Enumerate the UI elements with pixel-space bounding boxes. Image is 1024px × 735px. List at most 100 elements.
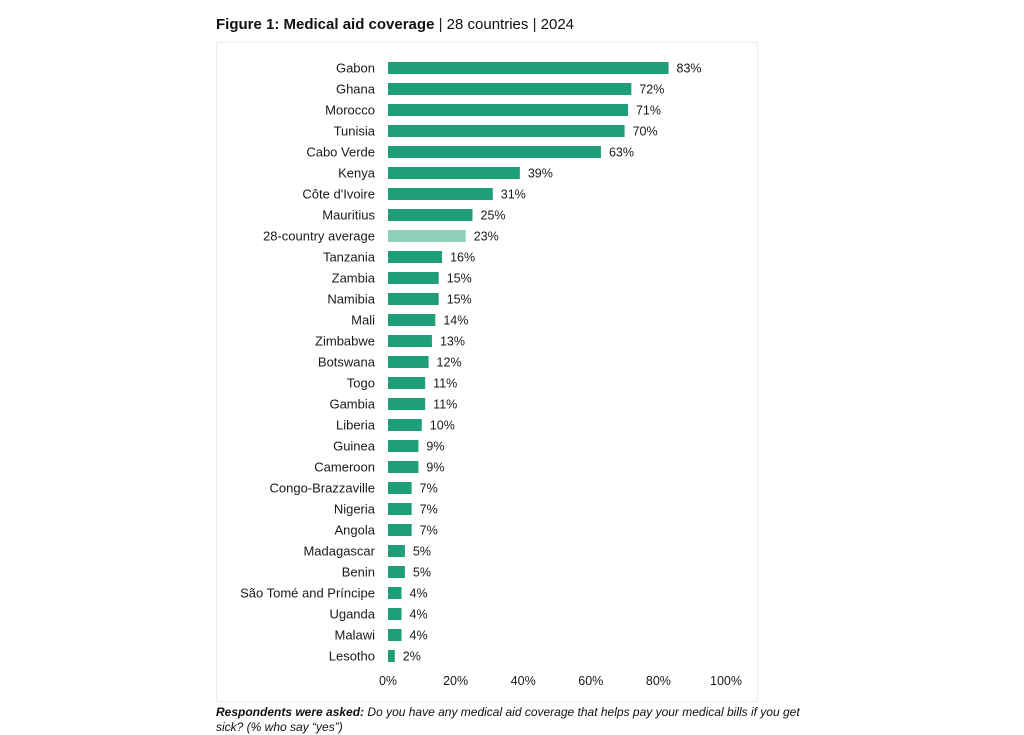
data-label: 15%	[447, 293, 472, 307]
bar	[388, 83, 632, 95]
category-label: Mali	[351, 313, 375, 328]
data-label: 72%	[639, 83, 664, 97]
data-label: 11%	[433, 377, 457, 391]
category-label: Lesotho	[329, 649, 375, 664]
bar	[388, 188, 493, 200]
average-bar	[388, 230, 466, 242]
data-label: 10%	[430, 419, 455, 433]
data-label: 9%	[426, 461, 444, 475]
category-label: Angola	[335, 523, 376, 538]
data-label: 31%	[501, 188, 526, 202]
x-tick-label: 0%	[379, 674, 397, 688]
data-label: 2%	[403, 650, 421, 664]
bar	[388, 272, 439, 284]
category-label: Cameroon	[314, 460, 375, 475]
data-label: 14%	[443, 314, 468, 328]
bar-chart: Gabon 83% Ghana 72% Morocco 71% Tunisia 70% Cabo…	[240, 61, 742, 689]
bar	[388, 629, 402, 641]
category-label: Nigeria	[334, 502, 376, 517]
bar	[388, 650, 395, 662]
bar	[388, 293, 439, 305]
data-label: 7%	[420, 503, 438, 517]
category-label: Mauritius	[322, 208, 375, 223]
bar	[388, 125, 625, 137]
category-label: Benin	[342, 565, 375, 580]
chart-subtitle-countries: 28 countries	[446, 16, 529, 33]
x-tick-label: 40%	[511, 674, 536, 688]
data-label: 23%	[474, 230, 499, 244]
data-label: 15%	[447, 272, 472, 286]
bar	[388, 356, 429, 368]
chart-panel	[216, 42, 758, 702]
category-label: Kenya	[338, 166, 376, 181]
category-label: Uganda	[329, 607, 375, 622]
bar	[388, 461, 419, 473]
bar	[388, 104, 628, 116]
category-label: Tunisia	[334, 124, 376, 139]
data-label: 70%	[633, 125, 658, 139]
data-label: 63%	[609, 146, 634, 160]
bar	[388, 62, 669, 74]
footnote: Respondents were asked: Do you have any …	[216, 705, 816, 735]
data-label: 13%	[440, 335, 465, 349]
category-label: Guinea	[333, 439, 376, 454]
footnote-text: Do you have any medical aid coverage tha…	[216, 705, 800, 734]
x-tick-label: 20%	[443, 674, 468, 688]
category-label: Cabo Verde	[306, 145, 375, 160]
chart-subtitle-year: 2024	[540, 16, 575, 33]
bar	[388, 545, 405, 557]
category-label: Gambia	[329, 397, 375, 412]
category-label: São Tomé and Príncipe	[240, 586, 375, 601]
category-label: Tanzania	[323, 250, 376, 265]
data-label: 39%	[528, 167, 553, 181]
data-label: 4%	[410, 629, 428, 643]
category-label: Malawi	[335, 628, 376, 643]
bar	[388, 146, 601, 158]
data-label: 4%	[410, 587, 428, 601]
category-label: Zimbabwe	[315, 334, 375, 349]
category-label: Namibia	[327, 292, 375, 307]
data-label: 7%	[420, 482, 438, 496]
category-label: Congo-Brazzaville	[270, 481, 376, 496]
category-label: Zambia	[332, 271, 376, 286]
bar	[388, 335, 432, 347]
title-separator: |	[532, 16, 537, 33]
x-tick-label: 60%	[578, 674, 603, 688]
data-label: 4%	[410, 608, 428, 622]
data-label: 25%	[481, 209, 506, 223]
bar	[388, 524, 412, 536]
category-label: Liberia	[336, 418, 376, 433]
bar	[388, 482, 412, 494]
data-label: 71%	[636, 104, 661, 118]
x-tick-label: 80%	[646, 674, 671, 688]
data-label: 9%	[426, 440, 444, 454]
bar	[388, 167, 520, 179]
x-tick-label: 100%	[710, 674, 742, 688]
footnote-label: Respondents were asked:	[216, 705, 365, 719]
data-label: 5%	[413, 545, 431, 559]
bar	[388, 440, 419, 452]
data-label: 7%	[420, 524, 438, 538]
chart-title-main: Figure 1: Medical aid coverage	[216, 16, 435, 33]
category-label: Togo	[347, 376, 375, 391]
category-label: Madagascar	[303, 544, 375, 559]
data-label: 11%	[433, 398, 457, 412]
category-label: Morocco	[325, 103, 375, 118]
bar	[388, 566, 405, 578]
bar	[388, 587, 402, 599]
category-label: 28-country average	[263, 229, 375, 244]
bar	[388, 209, 473, 221]
category-label: Côte d'Ivoire	[302, 187, 375, 202]
title-separator: |	[438, 16, 443, 33]
bar	[388, 503, 412, 515]
bar	[388, 314, 436, 326]
data-label: 12%	[437, 356, 462, 370]
data-label: 5%	[413, 566, 431, 580]
bar	[388, 419, 422, 431]
bar	[388, 608, 402, 620]
bar	[388, 377, 426, 389]
data-label: 16%	[450, 251, 475, 265]
chart-title: Figure 1: Medical aid coverage | 28 coun…	[216, 16, 574, 33]
category-label: Ghana	[336, 82, 376, 97]
data-label: 83%	[677, 62, 702, 76]
